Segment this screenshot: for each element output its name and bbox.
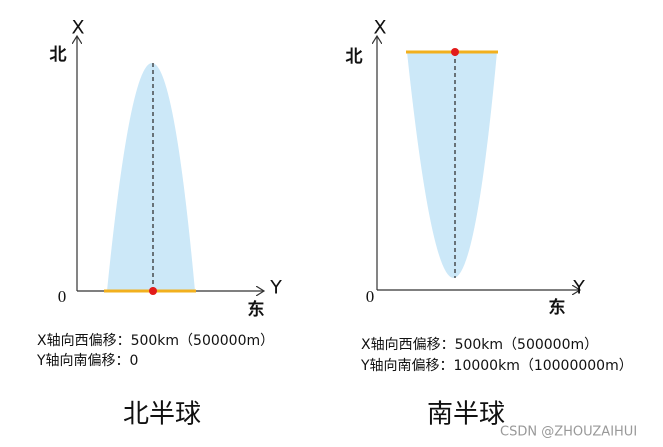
east-label: 东 (248, 299, 265, 320)
zone-shape (407, 52, 497, 278)
north-label: 北 (346, 47, 363, 67)
y-label: Y (572, 277, 585, 299)
origin-point (149, 287, 157, 295)
watermark: CSDN @ZHOUZAIHUI (500, 425, 637, 440)
note: Y轴向南偏移：10000km（10000000m） (360, 358, 633, 374)
x-label: X (71, 17, 84, 39)
caption: 南半球 (427, 400, 505, 430)
origin-label: 0 (58, 287, 67, 306)
caption: 北半球 (123, 400, 201, 430)
note: X轴向西偏移：500km（500000m） (37, 333, 274, 349)
x-label: X (373, 17, 386, 39)
zone-shape (107, 63, 195, 291)
origin-label: 0 (366, 287, 375, 306)
panel-north: X 北 0 Y 东 X轴向西偏移：500km（500000m） Y轴向南偏移：0… (36, 17, 282, 430)
origin-point (451, 48, 459, 56)
north-label: 北 (50, 45, 67, 65)
panel-south: X 北 0 Y 东 X轴向西偏移：500km（500000m） Y轴向南偏移：1… (346, 17, 633, 430)
y-label: Y (269, 277, 282, 299)
east-label: 东 (549, 297, 566, 318)
note: X轴向西偏移：500km（500000m） (361, 337, 598, 353)
note: Y轴向南偏移：0 (36, 353, 138, 369)
